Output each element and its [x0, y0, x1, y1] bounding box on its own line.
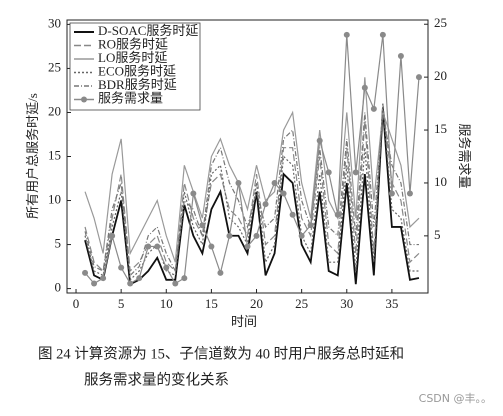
series-marker — [208, 243, 215, 250]
x-axis-label: 时间 — [231, 314, 257, 329]
series-marker — [415, 74, 422, 81]
legend-box — [69, 22, 201, 111]
series-marker — [298, 232, 305, 239]
x-tick-label: 30 — [340, 296, 353, 311]
series-marker — [343, 31, 350, 38]
series-marker — [397, 52, 404, 59]
caption-line: 服务需求量的变化关系 — [84, 371, 229, 388]
legend-label: 服务需求量 — [98, 90, 163, 105]
series-marker — [370, 105, 377, 112]
series-marker — [271, 179, 278, 186]
legend-label: ECO服务时延 — [98, 63, 176, 78]
series-line — [84, 34, 420, 285]
legend-marker — [81, 96, 87, 103]
series-marker — [244, 243, 251, 250]
y-axis-label: 所有用户总服务时延/s — [25, 93, 40, 219]
series-line — [84, 103, 419, 282]
series-marker — [91, 280, 98, 287]
y-tick-label: 5 — [55, 236, 62, 251]
series-marker — [109, 232, 116, 239]
series-marker — [145, 243, 152, 250]
x-tick-label: 5 — [118, 296, 125, 311]
y-tick-label: 30 — [48, 15, 61, 30]
y2-tick-label: 25 — [434, 15, 447, 30]
y-tick-label: 25 — [48, 59, 61, 74]
series-marker — [127, 280, 134, 287]
x-tick-label: 0 — [73, 296, 80, 311]
series-marker — [172, 280, 179, 287]
x-tick-label: 25 — [295, 296, 308, 311]
y-tick-label: 20 — [48, 103, 61, 118]
series-marker — [199, 222, 206, 229]
y-tick-label: 10 — [48, 192, 61, 207]
series-marker — [388, 190, 395, 197]
series-line — [84, 112, 419, 277]
legend-label: BDR服务时延 — [98, 77, 177, 92]
y2-tick-label: 15 — [434, 121, 447, 136]
y2-tick-label: 10 — [434, 174, 447, 189]
series-marker — [154, 243, 161, 250]
series-marker — [325, 169, 332, 176]
series-marker — [136, 275, 143, 282]
series-marker — [82, 269, 89, 276]
x-tick-label: 15 — [205, 296, 218, 311]
series-marker — [307, 222, 314, 229]
series-marker — [217, 269, 224, 276]
series-marker — [361, 84, 368, 91]
series-marker — [289, 211, 296, 218]
x-tick-label: 20 — [250, 296, 263, 311]
x-tick-label: 10 — [160, 296, 173, 311]
y-tick-label: 0 — [55, 280, 62, 295]
y2-tick-label: 20 — [434, 68, 447, 83]
x-tick-label: 35 — [385, 296, 398, 311]
legend-label: D-SOAC服务时延 — [98, 23, 198, 38]
series-marker — [379, 31, 386, 38]
series-marker — [280, 190, 287, 197]
series-marker — [100, 275, 107, 282]
y-tick-label: 15 — [48, 147, 61, 162]
series-marker — [334, 211, 341, 218]
y2-axis-label: 服务需求量 — [457, 123, 472, 188]
series-marker — [118, 264, 125, 271]
series-marker — [262, 201, 269, 208]
series-marker — [235, 179, 242, 186]
legend-label: RO服务时延 — [98, 36, 168, 51]
series-marker — [352, 169, 359, 176]
series-marker — [226, 232, 233, 239]
series-marker — [181, 275, 188, 282]
watermark: CSDN @丰。。 — [419, 392, 492, 405]
series-marker — [190, 190, 197, 197]
series-line — [84, 103, 420, 273]
legend-label: LO服务时延 — [98, 50, 167, 65]
series-marker — [253, 232, 260, 239]
series-marker — [316, 137, 323, 144]
y2-tick-label: 5 — [434, 227, 441, 242]
series-marker — [406, 190, 413, 197]
caption-line: 图 24 计算资源为 15、子信道数为 40 时用户服务总时延和 — [38, 345, 404, 362]
series-marker — [163, 264, 170, 271]
